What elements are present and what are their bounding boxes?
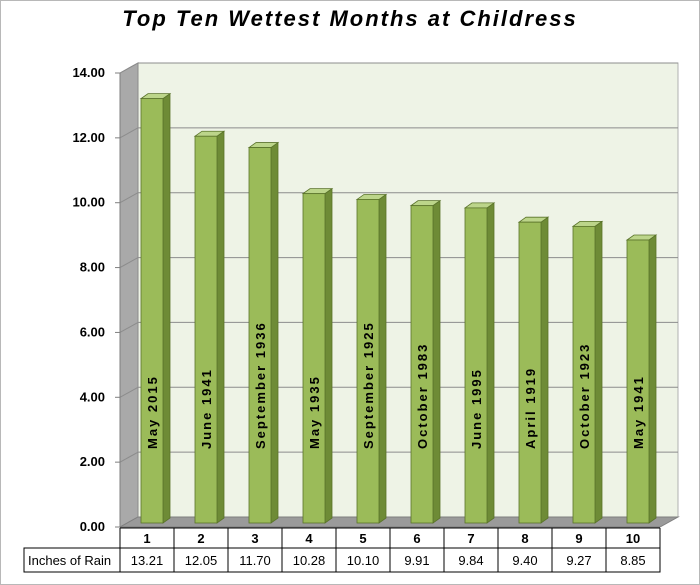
y-tick-label: 12.00 <box>72 130 105 145</box>
y-tick-label: 6.00 <box>80 324 105 339</box>
gridline-side <box>119 451 139 463</box>
y-axis: 0.00 2.00 4.00 6.00 8.00 10.00 12.00 14.00 <box>72 65 121 534</box>
table-value-cell: 12.05 <box>185 553 218 568</box>
table-value-cell: 13.21 <box>131 553 164 568</box>
bar-label: October 1983 <box>415 343 430 449</box>
series-legend-label: Inches of Rain <box>28 553 111 568</box>
bar-side <box>432 199 441 524</box>
bar-label: May 2015 <box>145 375 160 449</box>
x-category-label: 1 <box>143 531 150 546</box>
gridline-side <box>119 321 139 333</box>
x-category-label: 8 <box>521 531 528 546</box>
x-category-label: 5 <box>359 531 366 546</box>
bar-front <box>302 193 326 524</box>
bar-side <box>324 187 333 524</box>
bar-side <box>378 193 387 524</box>
bar: June 1995 <box>463 202 496 524</box>
x-category-label: 3 <box>251 531 258 546</box>
x-category-label: 10 <box>626 531 640 546</box>
bar-label: September 1936 <box>253 321 268 449</box>
bar-front <box>626 239 650 524</box>
bars: May 2015 June 1941 September 1936 May 1935 S… <box>139 92 658 524</box>
data-table: Inches of Rain 1 13.21 2 12.05 3 11.70 4 10.28 5 1… <box>23 527 661 573</box>
table-values-row <box>23 547 661 573</box>
y-tick-label: 10.00 <box>72 195 105 210</box>
x-category-label: 6 <box>413 531 420 546</box>
bar-front <box>248 147 272 524</box>
y-tick-label: 14.00 <box>72 65 105 80</box>
bar-label: May 1935 <box>307 375 322 449</box>
bar-label: October 1923 <box>577 343 592 449</box>
bar-side <box>270 141 279 524</box>
table-value-cell: 8.85 <box>620 553 645 568</box>
bar: October 1923 <box>571 220 604 524</box>
table-value-cell: 11.70 <box>239 553 271 568</box>
table-value-cell: 10.10 <box>347 553 380 568</box>
bar: September 1936 <box>247 141 280 524</box>
chart-title: Top Ten Wettest Months at Childress <box>122 6 578 31</box>
y-tick-label: 2.00 <box>80 454 105 469</box>
bar-front <box>518 221 542 524</box>
gridline-side <box>119 62 139 74</box>
bar-side <box>486 202 495 524</box>
x-category-label: 4 <box>305 531 313 546</box>
bar-label: June 1995 <box>469 368 484 449</box>
bar-label: April 1919 <box>523 367 538 449</box>
bar: September 1925 <box>355 193 388 524</box>
gridline-side <box>119 257 139 269</box>
table-value-cell: 9.91 <box>404 553 429 568</box>
y-tick-label: 0.00 <box>80 519 105 534</box>
bar-front <box>140 98 164 524</box>
bar-label: May 1941 <box>631 375 646 449</box>
gridline-side <box>119 386 139 398</box>
bar-side <box>216 130 225 524</box>
bar: April 1919 <box>517 216 550 524</box>
bar: May 1941 <box>625 234 658 524</box>
table-value-cell: 9.27 <box>566 553 591 568</box>
bar-side <box>162 92 171 524</box>
bar-front <box>464 207 488 524</box>
y-tick-label: 4.00 <box>80 389 105 404</box>
y-tick-label: 8.00 <box>80 260 105 275</box>
bar-label: September 1925 <box>361 321 376 449</box>
bar: June 1941 <box>193 130 226 524</box>
bar-label: June 1941 <box>199 368 214 449</box>
bar: May 1935 <box>301 187 334 524</box>
bar-side <box>540 216 549 524</box>
table-value-cell: 9.40 <box>512 553 537 568</box>
bar: May 2015 <box>139 92 172 524</box>
gridline-side <box>119 192 139 204</box>
x-category-label: 9 <box>575 531 582 546</box>
bar-front <box>572 225 596 524</box>
bar-side <box>648 234 657 524</box>
x-category-label: 2 <box>197 531 204 546</box>
bar-front <box>410 205 434 524</box>
bar-front <box>194 135 218 524</box>
x-category-label: 7 <box>467 531 474 546</box>
gridline-side <box>119 127 139 139</box>
bar-front <box>356 199 380 524</box>
bar-side <box>594 220 603 524</box>
table-value-cell: 10.28 <box>293 553 326 568</box>
table-value-cell: 9.84 <box>458 553 483 568</box>
bar: October 1983 <box>409 199 442 524</box>
